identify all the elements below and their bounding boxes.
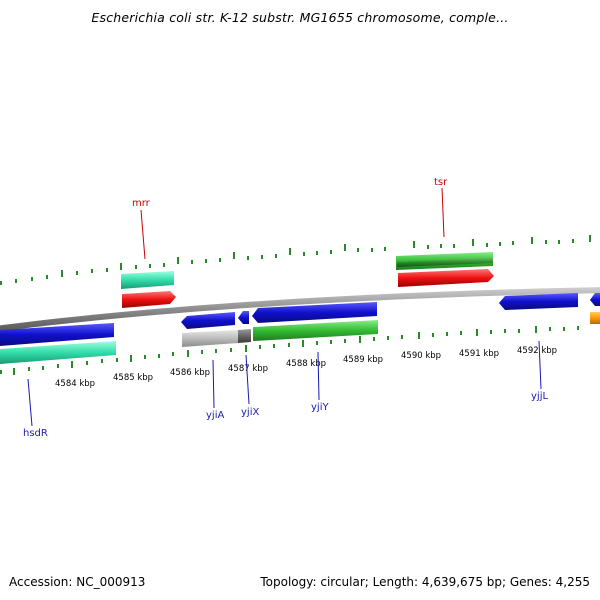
gene-tsr-track2[interactable] — [397, 258, 493, 267]
gene-label-yjiX[interactable]: yjiX — [241, 407, 259, 418]
gene-mrr[interactable] — [122, 291, 176, 308]
gene-label-yjiA[interactable]: yjiA — [206, 410, 224, 421]
gene-yjiA-track2[interactable] — [182, 330, 238, 347]
scale-label: 4590 kbp — [401, 351, 441, 361]
genome-summary-text: Topology: circular; Length: 4,639,675 bp… — [260, 575, 590, 589]
gene-offscreen-blue[interactable] — [590, 293, 600, 306]
accession-text: Accession: NC_000913 — [9, 575, 146, 589]
scale-label: 4589 kbp — [343, 355, 383, 365]
scale-labels: 4584 kbp 4585 kbp 4586 kbp 4587 kbp 4588… — [55, 346, 557, 389]
gene-label-mrr[interactable]: mrr — [132, 198, 151, 209]
reverse-genes — [0, 293, 600, 364]
gene-tsr[interactable] — [398, 269, 494, 287]
forward-tick-row — [0, 235, 591, 285]
gene-label-hsdR[interactable]: hsdR — [23, 428, 48, 439]
gene-yjjL[interactable] — [499, 293, 578, 310]
scale-label: 4592 kbp — [517, 346, 557, 356]
gene-yjiX[interactable] — [238, 311, 249, 324]
scale-label: 4584 kbp — [55, 379, 95, 389]
gene-label-tsr[interactable]: tsr — [434, 177, 448, 188]
genome-backbone — [0, 287, 600, 332]
scale-label: 4586 kbp — [170, 368, 210, 378]
reverse-tick-row — [0, 326, 579, 375]
map-title: Escherichia coli str. K-12 substr. MG165… — [91, 10, 509, 25]
gene-yjiA[interactable] — [181, 312, 235, 329]
scale-label: 4587 kbp — [228, 364, 268, 374]
gene-hsdR-track2[interactable] — [0, 341, 116, 364]
gene-yjiY-track2[interactable] — [253, 320, 378, 341]
scale-label: 4591 kbp — [459, 349, 499, 359]
scale-label: 4585 kbp — [113, 373, 153, 383]
gene-label-yjjL[interactable]: yjjL — [531, 391, 548, 402]
forward-genes — [121, 252, 494, 308]
gene-yjiY[interactable] — [252, 302, 377, 323]
gene-hsdR[interactable] — [0, 323, 114, 346]
leader-lines — [27, 187, 542, 427]
gene-label-yjiY[interactable]: yjiY — [311, 402, 329, 413]
scale-label: 4588 kbp — [286, 359, 326, 369]
gene-mrr-track1[interactable] — [121, 271, 174, 289]
gene-labels: mrr tsr hsdR yjiA yjiX yjiY yjjL — [23, 177, 548, 439]
gene-offscreen-orange[interactable] — [590, 312, 600, 324]
gene-yjiX-track2[interactable] — [238, 329, 251, 343]
